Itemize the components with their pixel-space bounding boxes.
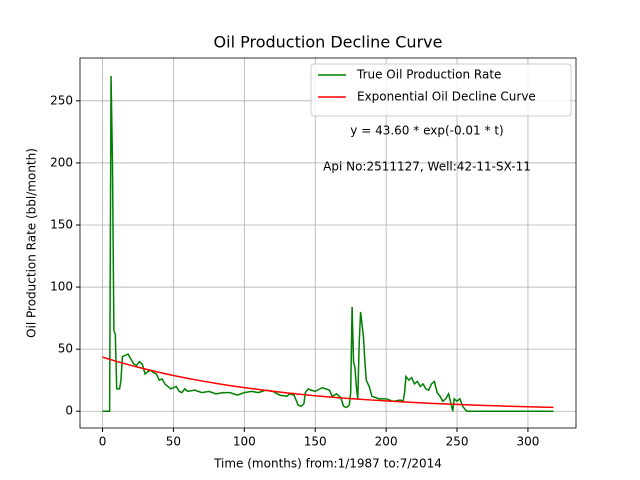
annotation: y = 43.60 * exp(-0.01 * t)	[350, 124, 503, 138]
y-tick-label: 0	[65, 404, 73, 418]
legend-box	[310, 63, 572, 117]
data-line	[102, 75, 554, 412]
x-tick-label: 300	[516, 435, 539, 449]
y-axis-label: Oil Production Rate (bbl/month)	[25, 148, 39, 338]
data-line	[102, 356, 554, 409]
y-tick-label: 100	[50, 280, 73, 294]
legend-label: True Oil Production Rate	[356, 68, 501, 82]
x-tick-label: 200	[375, 435, 398, 449]
y-tick-label: 150	[50, 217, 73, 231]
legend-label: Exponential Oil Decline Curve	[357, 90, 536, 104]
y-tick-label: 50	[58, 342, 73, 356]
plot-frame	[79, 57, 577, 429]
y-tick-label: 250	[50, 93, 73, 107]
x-tick-label: 0	[99, 435, 107, 449]
annotation: Api No:2511127, Well:42-11-SX-11	[323, 160, 531, 174]
x-tick-label: 250	[446, 435, 469, 449]
x-tick-label: 100	[233, 435, 256, 449]
x-tick-label: 150	[304, 435, 327, 449]
x-axis-label: Time (months) from:1/1987 to:7/2014	[213, 457, 442, 471]
chart-title: Oil Production Decline Curve	[214, 33, 443, 52]
x-tick-label: 50	[166, 435, 181, 449]
y-tick-label: 200	[50, 155, 73, 169]
